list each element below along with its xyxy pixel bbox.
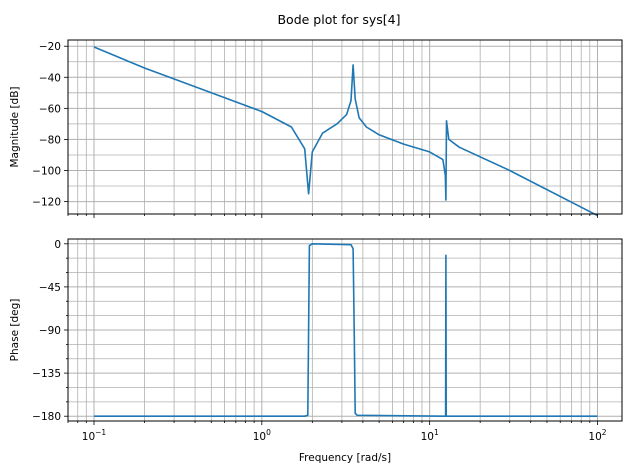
magnitude-line [93, 46, 598, 217]
y-tick-label: −60 [39, 103, 61, 115]
magnitude-grid [67, 40, 622, 214]
series-line [94, 243, 598, 418]
y-tick-label: −40 [39, 72, 61, 84]
magnitude-axes-frame [67, 39, 623, 215]
phase-grid [67, 239, 622, 421]
magnitude-ylabel: Magnitude [dB] [9, 86, 21, 167]
phase-line [94, 243, 598, 418]
y-tick-label: 0 [54, 239, 61, 251]
y-tick-label: −120 [32, 197, 61, 209]
y-tick-label: −90 [39, 325, 61, 337]
y-tick-label: −20 [39, 41, 61, 53]
x-tick-label: 102 [588, 428, 606, 443]
x-tick-label: 101 [421, 428, 439, 443]
x-tick-label: 10−1 [82, 428, 107, 443]
y-tick-label: −180 [32, 411, 61, 423]
series-line [93, 46, 598, 217]
phase-subplot: 0 −45 −90 −135 −180 10−1 100 101 102 Phase [deg]… [9, 238, 623, 464]
phase-xlabel: Frequency [rad/s] [299, 452, 391, 464]
x-tick-label: 100 [253, 428, 271, 443]
y-tick-label: −45 [39, 282, 61, 294]
y-tick-label: −135 [32, 368, 61, 380]
y-tick-label: −80 [39, 134, 61, 146]
y-tick-label: −100 [32, 166, 61, 178]
phase-ticks: 0 −45 −90 −135 −180 10−1 100 101 102 [32, 239, 607, 443]
magnitude-ticks: −20 −40 −60 −80 −100 −120 [32, 41, 598, 218]
magnitude-subplot: −20 −40 −60 −80 −100 −120 Magnitude [dB] [9, 39, 623, 218]
figure-title: Bode plot for sys[4] [277, 12, 400, 27]
phase-ylabel: Phase [deg] [9, 299, 21, 362]
